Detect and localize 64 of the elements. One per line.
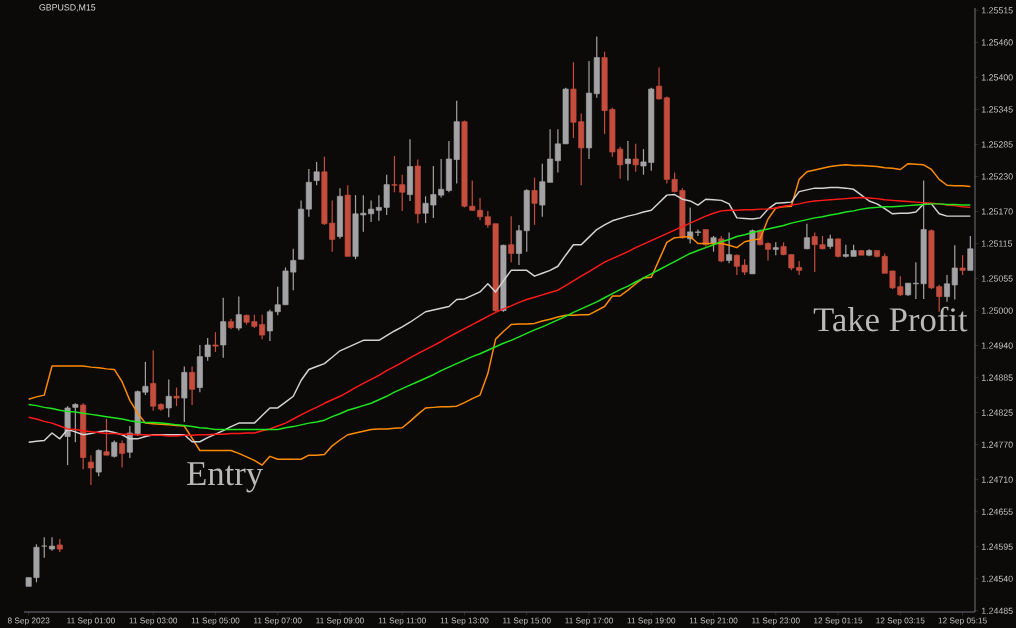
chart-title: GBPUSD,M15 bbox=[39, 4, 96, 12]
candlestick bbox=[959, 254, 966, 276]
x-tick-label: 12 Sep 05:15 bbox=[938, 617, 987, 626]
candlestick bbox=[95, 448, 102, 477]
candlestick bbox=[531, 177, 538, 226]
y-tick-label: 1.24655 bbox=[981, 508, 1013, 515]
candlestick bbox=[656, 66, 663, 101]
x-tick-label: 11 Sep 17:00 bbox=[565, 617, 613, 626]
candlestick bbox=[189, 365, 196, 406]
candlestick bbox=[967, 235, 974, 271]
y-tick-label: 1.25345 bbox=[981, 106, 1013, 113]
x-tick-label: 12 Sep 01:15 bbox=[814, 617, 863, 626]
x-tick-label: 12 Sep 03:15 bbox=[876, 617, 925, 626]
y-tick-label: 1.24485 bbox=[981, 607, 1013, 614]
candlestick bbox=[632, 143, 639, 173]
candlestick bbox=[212, 331, 219, 353]
y-tick-label: 1.24770 bbox=[981, 441, 1013, 448]
x-tick-label: 11 Sep 21:00 bbox=[689, 617, 738, 626]
y-tick-label: 1.24595 bbox=[981, 543, 1013, 550]
y-tick-label: 1.25230 bbox=[981, 173, 1013, 180]
candlestick bbox=[103, 418, 110, 456]
y-tick-label: 1.25285 bbox=[981, 141, 1013, 148]
y-tick-label: 1.24940 bbox=[981, 342, 1013, 349]
candlestick bbox=[165, 378, 172, 418]
y-tick-label: 1.24710 bbox=[981, 476, 1013, 483]
x-tick-label: 11 Sep 01:00 bbox=[67, 617, 115, 626]
y-tick-label: 1.25460 bbox=[981, 39, 1013, 46]
y-tick-label: 1.24540 bbox=[981, 575, 1013, 582]
x-tick-label: 11 Sep 03:00 bbox=[129, 617, 178, 626]
x-tick-label: 11 Sep 15:00 bbox=[503, 617, 551, 626]
candlestick bbox=[235, 295, 242, 331]
candlestick bbox=[726, 231, 733, 264]
candlestick bbox=[313, 161, 320, 186]
candlestick bbox=[687, 206, 694, 245]
x-tick-label: 11 Sep 11:00 bbox=[378, 617, 426, 626]
candlestick bbox=[508, 215, 515, 263]
candlestick bbox=[41, 536, 48, 559]
candlestick bbox=[624, 140, 631, 182]
x-tick-label: 11 Sep 07:00 bbox=[254, 617, 302, 626]
candlestick bbox=[220, 297, 227, 359]
x-tick-label: 11 Sep 05:00 bbox=[191, 617, 240, 626]
y-tick-label: 1.24885 bbox=[981, 374, 1013, 381]
y-tick-label: 1.25170 bbox=[981, 208, 1013, 215]
candlestick bbox=[87, 454, 94, 486]
x-tick-label: 11 Sep 09:00 bbox=[316, 617, 364, 626]
y-tick-label: 1.25515 bbox=[981, 7, 1013, 14]
x-tick-label: 11 Sep 13:00 bbox=[440, 617, 489, 626]
y-tick-label: 1.25115 bbox=[981, 240, 1013, 247]
candlestick bbox=[173, 386, 180, 407]
candlestick bbox=[694, 228, 701, 237]
y-tick-label: 1.24825 bbox=[981, 409, 1013, 416]
candlestick bbox=[119, 439, 126, 469]
candlestick bbox=[49, 536, 55, 552]
y-tick-label: 1.25055 bbox=[981, 275, 1013, 282]
annotation: Take Profit bbox=[813, 306, 968, 332]
candlestick bbox=[835, 238, 842, 259]
x-tick-label: 8 Sep 2023 bbox=[7, 617, 50, 626]
y-tick-label: 1.25000 bbox=[981, 307, 1013, 314]
candlestick bbox=[803, 223, 810, 250]
candlestick bbox=[150, 349, 157, 412]
y-tick-label: 1.25400 bbox=[981, 74, 1013, 81]
x-tick-label: 11 Sep 23:00 bbox=[752, 617, 800, 626]
x-tick-label: 11 Sep 19:00 bbox=[627, 617, 676, 626]
annotation: Entry bbox=[187, 462, 264, 493]
